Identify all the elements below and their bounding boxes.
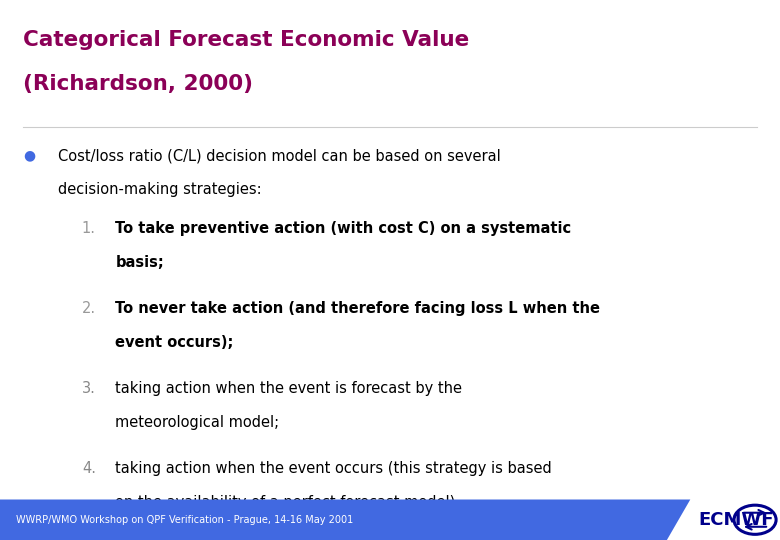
Text: meteorological model;: meteorological model; xyxy=(115,415,279,430)
Text: (Richardson, 2000): (Richardson, 2000) xyxy=(23,74,254,94)
Text: event occurs);: event occurs); xyxy=(115,335,234,350)
Text: Cost/loss ratio (C/L) decision model can be based on several: Cost/loss ratio (C/L) decision model can… xyxy=(58,148,502,164)
Text: ECMWF: ECMWF xyxy=(698,511,774,529)
Text: on the availability of a perfect forecast model): on the availability of a perfect forecas… xyxy=(115,495,456,510)
Text: To never take action (and therefore facing loss L when the: To never take action (and therefore faci… xyxy=(115,301,601,316)
Text: decision-making strategies:: decision-making strategies: xyxy=(58,182,262,197)
Text: taking action when the event occurs (this strategy is based: taking action when the event occurs (thi… xyxy=(115,461,552,476)
Text: To take preventive action (with cost C) on a systematic: To take preventive action (with cost C) … xyxy=(115,221,572,237)
Text: 3.: 3. xyxy=(82,381,96,396)
Text: 4.: 4. xyxy=(82,461,96,476)
Text: 2.: 2. xyxy=(82,301,96,316)
Text: Categorical Forecast Economic Value: Categorical Forecast Economic Value xyxy=(23,30,470,50)
Text: taking action when the event is forecast by the: taking action when the event is forecast… xyxy=(115,381,463,396)
Text: WWRP/WMO Workshop on QPF Verification - Prague, 14-16 May 2001: WWRP/WMO Workshop on QPF Verification - … xyxy=(16,515,353,525)
Text: ●: ● xyxy=(23,148,36,163)
Text: 1.: 1. xyxy=(82,221,96,237)
Polygon shape xyxy=(0,500,690,540)
Text: basis;: basis; xyxy=(115,255,164,270)
